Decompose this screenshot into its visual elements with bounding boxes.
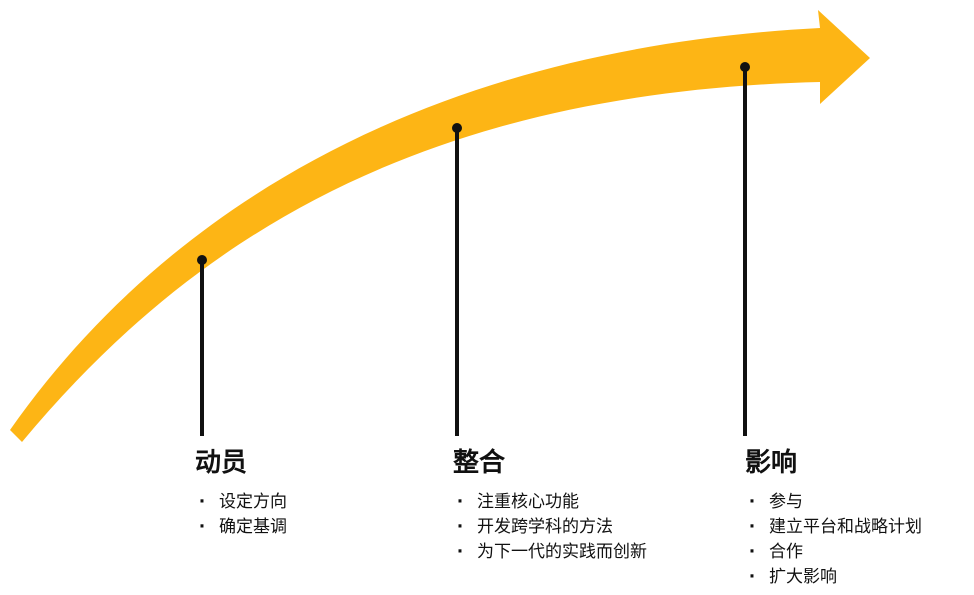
bullet-icon: · — [456, 492, 464, 512]
stage-title: 整合 — [453, 448, 506, 478]
bullet-icon: · — [748, 542, 756, 562]
bullet-icon: · — [748, 517, 756, 537]
stage-bullet-list: · 参与 · 建立平台和战略计划 · 合作 · 扩大影响 — [745, 490, 974, 590]
list-item-text: 确定基调 — [219, 517, 287, 537]
list-item-text: 设定方向 — [219, 492, 287, 512]
stage-marker-dot-integrate — [452, 123, 462, 133]
list-item-text: 参与 — [769, 492, 803, 512]
list-item-text: 开发跨学科的方法 — [477, 517, 613, 537]
bullet-icon: · — [198, 492, 206, 512]
bullet-icon: · — [198, 517, 206, 537]
list-item: · 参与 — [745, 490, 974, 515]
stage-bullet-list: · 注重核心功能 · 开发跨学科的方法 · 为下一代的实践而创新 — [453, 490, 683, 565]
list-item-text: 合作 — [769, 542, 803, 562]
growth-arrow — [10, 10, 870, 442]
list-item: · 扩大影响 — [745, 565, 974, 590]
stage-bullet-list: · 设定方向 · 确定基调 — [195, 490, 425, 540]
list-item: · 确定基调 — [195, 515, 425, 540]
stage-marker-dot-impact — [740, 62, 750, 72]
list-item: · 设定方向 — [195, 490, 425, 515]
stage-marker-dot-mobilize — [197, 255, 207, 265]
list-item: · 合作 — [745, 540, 974, 565]
stage-impact: 影响 · 参与 · 建立平台和战略计划 · 合作 · 扩大影响 — [745, 448, 974, 590]
bullet-icon: · — [748, 492, 756, 512]
list-item-text: 注重核心功能 — [477, 492, 579, 512]
list-item-text: 建立平台和战略计划 — [769, 517, 922, 537]
bullet-icon: · — [456, 542, 464, 562]
bullet-icon: · — [748, 567, 756, 587]
list-item-text: 扩大影响 — [769, 567, 837, 587]
list-item: · 为下一代的实践而创新 — [453, 540, 683, 565]
stage-integrate: 整合 · 注重核心功能 · 开发跨学科的方法 · 为下一代的实践而创新 — [453, 448, 683, 565]
stage-title: 动员 — [195, 448, 248, 478]
stage-mobilize: 动员 · 设定方向 · 确定基调 — [195, 448, 425, 540]
list-item: · 开发跨学科的方法 — [453, 515, 683, 540]
list-item-text: 为下一代的实践而创新 — [477, 542, 647, 562]
list-item: · 建立平台和战略计划 — [745, 515, 974, 540]
list-item: · 注重核心功能 — [453, 490, 683, 515]
stage-title: 影响 — [745, 448, 798, 478]
bullet-icon: · — [456, 517, 464, 537]
